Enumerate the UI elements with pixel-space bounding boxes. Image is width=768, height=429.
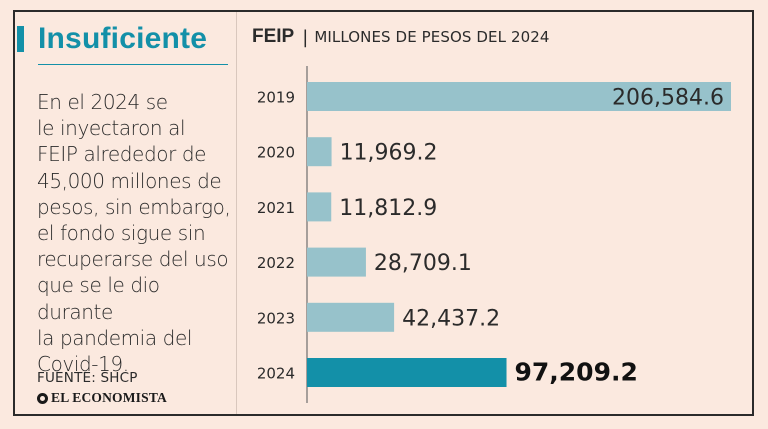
brand-logo: EL ECONOMISTA (37, 390, 167, 406)
brand-name: EL ECONOMISTA (51, 390, 167, 405)
tick-label-2022: 2022 (257, 254, 295, 272)
body-line: pesos, sin embargo, (37, 194, 231, 219)
chart-header: FEIP | MILLONES DE PESOS DEL 2024 (252, 26, 550, 48)
body-line: recuperarse del uso (37, 247, 229, 272)
headline-accent-bar (17, 26, 24, 52)
tick-label-2020: 2020 (257, 144, 295, 162)
body-text: En el 2024 se le inyectaron al FEIP alre… (37, 89, 237, 377)
body-line: le inyectaron al (37, 116, 186, 141)
data-label-2023: 42,437.2 (402, 306, 500, 331)
left-panel: Insuficiente En el 2024 se le inyectaron… (15, 12, 232, 414)
bar-2023 (307, 302, 395, 332)
tick-label-2023: 2023 (257, 309, 295, 327)
data-label-2024: 97,209.2 (515, 358, 638, 387)
brand-icon (37, 392, 48, 404)
bar-2021 (307, 192, 332, 222)
tick-label-2019: 2019 (257, 89, 295, 107)
bar-2022 (307, 247, 366, 277)
chart-subtitle: MILLONES DE PESOS DEL 2024 (314, 28, 550, 46)
bar-2020 (307, 137, 332, 167)
data-label-2020: 11,969.2 (340, 141, 438, 166)
source-note: FUENTE: SHCP (37, 370, 138, 386)
data-label-2022: 28,709.1 (374, 251, 472, 276)
body-line: En el 2024 se (37, 90, 168, 114)
chart-frame (13, 10, 754, 416)
bar-2024 (307, 358, 507, 387)
panel-divider (236, 12, 237, 414)
headline: Insuficiente (38, 22, 208, 55)
headline-rule (38, 64, 228, 65)
chart-title: FEIP (252, 26, 295, 47)
bar-2019 (307, 82, 731, 111)
body-line: la pandemia del (37, 325, 193, 350)
body-line: FEIP alrededor de (37, 142, 207, 167)
body-line: Covid-19. (37, 352, 129, 377)
body-line: 45,000 millones de (37, 168, 222, 193)
title-separator: | (302, 26, 309, 48)
data-label-2019: 206,584.6 (612, 86, 724, 111)
tick-label-2024: 2024 (257, 365, 295, 383)
tick-label-2021: 2021 (257, 199, 295, 217)
body-line: que se le dio durante (37, 273, 160, 324)
body-line: el fondo sigue sin (37, 221, 206, 246)
data-label-2021: 11,812.9 (339, 196, 437, 221)
